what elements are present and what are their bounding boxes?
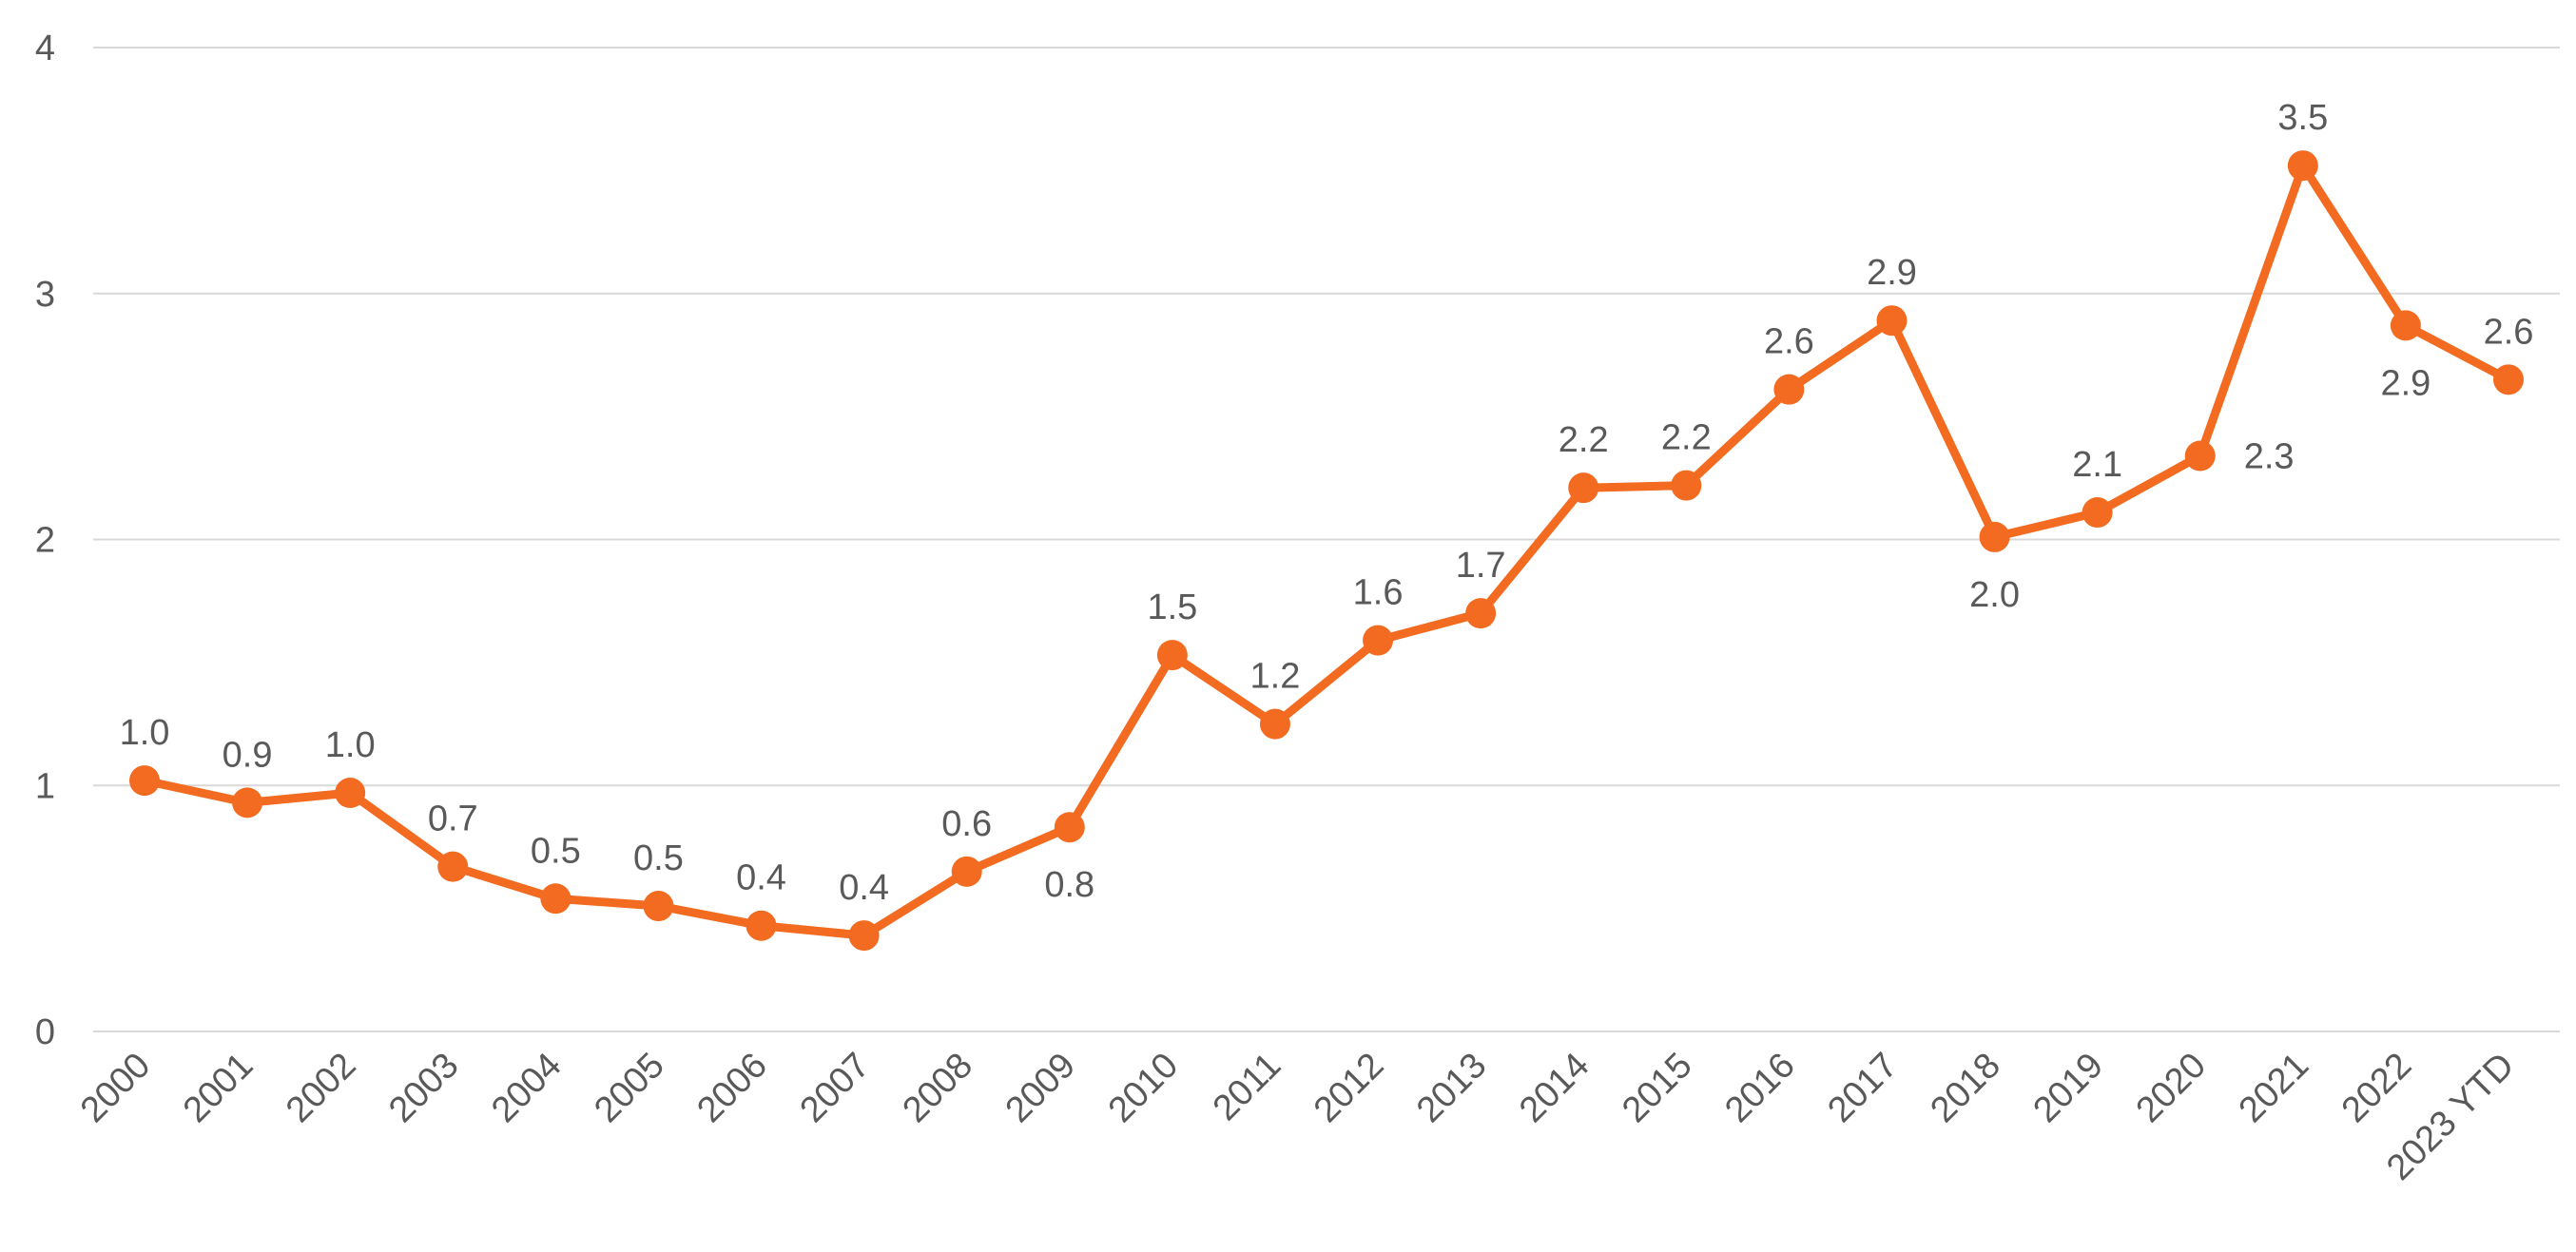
data-label: 0.8 bbox=[1044, 865, 1094, 905]
x-tick-label: 2014 bbox=[1512, 1046, 1597, 1130]
x-tick-label: 2011 bbox=[1206, 1046, 1288, 1128]
data-point bbox=[1979, 521, 2010, 552]
data-point bbox=[1259, 708, 1290, 740]
data-label: 2.2 bbox=[1559, 420, 1609, 460]
data-label: 2.3 bbox=[2244, 437, 2295, 477]
data-label: 0.4 bbox=[839, 868, 889, 908]
x-tick-label: 2007 bbox=[792, 1046, 877, 1130]
data-label: 2.6 bbox=[2484, 312, 2534, 352]
data-label: 2.9 bbox=[2380, 363, 2431, 403]
x-tick-label: 2021 bbox=[2232, 1046, 2316, 1130]
x-tick-label: 2022 bbox=[2334, 1046, 2419, 1130]
data-point bbox=[2390, 310, 2421, 341]
series-line bbox=[140, 161, 2513, 940]
data-label: 2.2 bbox=[1661, 418, 1712, 458]
data-label: 1.7 bbox=[1456, 546, 1506, 586]
data-point bbox=[746, 910, 777, 941]
data-point bbox=[232, 787, 263, 819]
x-tick-label: 2012 bbox=[1307, 1046, 1391, 1130]
y-axis-tick-labels: 0 1 2 3 4 bbox=[35, 29, 55, 1052]
x-tick-label: 2004 bbox=[484, 1046, 569, 1130]
data-label: 1.0 bbox=[120, 713, 170, 753]
x-tick-label: 2016 bbox=[1717, 1046, 1802, 1130]
x-tick-label: 2000 bbox=[73, 1046, 158, 1130]
data-point bbox=[540, 883, 571, 915]
data-point bbox=[2287, 150, 2318, 182]
x-tick-label: 2008 bbox=[896, 1046, 980, 1130]
data-point bbox=[129, 765, 160, 797]
x-tick-label: 2013 bbox=[1409, 1046, 1494, 1130]
data-point bbox=[2493, 364, 2524, 395]
data-point bbox=[1054, 812, 1085, 843]
y-tick-label: 1 bbox=[35, 766, 55, 806]
data-label: 2.1 bbox=[2072, 445, 2122, 485]
y-tick-label: 4 bbox=[35, 29, 55, 68]
x-tick-label: 2010 bbox=[1101, 1046, 1186, 1130]
data-label: 1.2 bbox=[1250, 657, 1301, 697]
data-point bbox=[2184, 440, 2216, 472]
data-label: 2.6 bbox=[1764, 322, 1814, 362]
data-point bbox=[1363, 625, 1394, 656]
data-point bbox=[335, 778, 366, 809]
x-tick-label: 2018 bbox=[1923, 1046, 2007, 1130]
data-point bbox=[643, 891, 674, 922]
gridlines bbox=[93, 47, 2560, 1032]
data-labels: 1.0 0.9 1.0 0.7 0.5 0.5 0.4 0.4 0.6 0.8 1.5 1.2 1.6 1… bbox=[120, 98, 2534, 908]
x-tick-label: 2006 bbox=[689, 1046, 774, 1130]
y-tick-label: 3 bbox=[35, 275, 55, 315]
data-point bbox=[1671, 470, 1702, 501]
data-label: 0.6 bbox=[941, 804, 992, 844]
data-label: 0.7 bbox=[428, 799, 478, 839]
data-point bbox=[1773, 374, 1805, 405]
data-point bbox=[951, 856, 982, 887]
data-label: 2.9 bbox=[1867, 253, 1917, 293]
x-tick-label: 2019 bbox=[2026, 1046, 2111, 1130]
data-point bbox=[848, 920, 880, 952]
series-line-group bbox=[140, 161, 2513, 940]
data-label: 3.5 bbox=[2277, 98, 2328, 138]
data-label: 1.6 bbox=[1353, 573, 1404, 613]
data-point bbox=[2082, 497, 2113, 529]
data-label: 0.4 bbox=[736, 858, 786, 898]
y-tick-label: 0 bbox=[35, 1012, 55, 1052]
x-tick-label: 2002 bbox=[279, 1046, 363, 1130]
data-label: 1.5 bbox=[1147, 587, 1197, 627]
data-label: 0.9 bbox=[223, 735, 273, 775]
data-label: 1.0 bbox=[325, 725, 376, 765]
data-label: 0.5 bbox=[633, 838, 684, 878]
x-tick-label: 2001 bbox=[176, 1046, 261, 1130]
data-point bbox=[1568, 472, 1599, 504]
y-tick-label: 2 bbox=[35, 521, 55, 561]
data-label: 0.5 bbox=[531, 831, 581, 871]
x-axis-tick-labels: 2000 2001 2002 2003 2004 2005 2006 2007 2008 2009… bbox=[73, 1046, 2522, 1188]
data-label: 2.0 bbox=[1969, 575, 2020, 615]
data-point bbox=[1156, 640, 1188, 671]
data-point bbox=[1876, 305, 1908, 337]
data-points bbox=[129, 150, 2524, 952]
x-tick-label: 2017 bbox=[1820, 1046, 1905, 1130]
x-tick-label: 2009 bbox=[998, 1046, 1083, 1130]
x-tick-label: 2020 bbox=[2129, 1046, 2214, 1130]
x-tick-label: 2005 bbox=[587, 1046, 671, 1130]
x-tick-label: 2015 bbox=[1615, 1046, 1699, 1130]
x-tick-label: 2003 bbox=[381, 1046, 466, 1130]
data-point bbox=[437, 851, 469, 882]
data-point bbox=[1465, 598, 1497, 629]
